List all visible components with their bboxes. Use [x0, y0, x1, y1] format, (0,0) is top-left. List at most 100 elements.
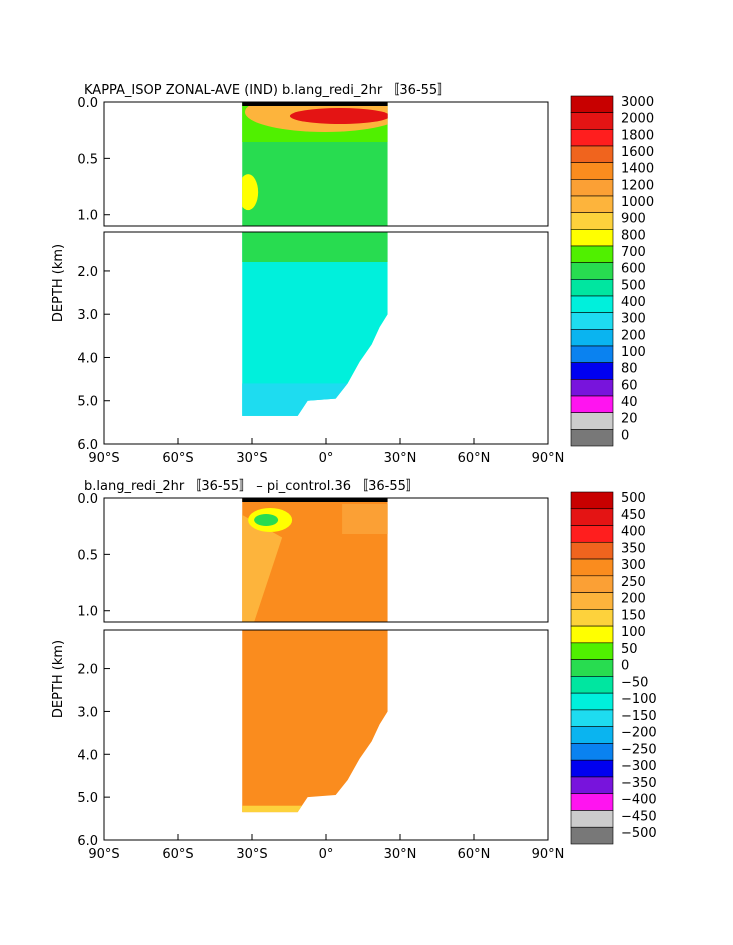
y-tick-label: 0.5	[77, 152, 98, 167]
colorbar-label: −500	[621, 826, 657, 841]
colorbar-swatch	[570, 609, 614, 627]
colorbar-swatch	[570, 592, 614, 610]
colorbar-label: −150	[621, 709, 657, 724]
x-tick-label: 90°N	[532, 451, 565, 466]
x-tick-label: 60°S	[162, 847, 193, 862]
colorbar-swatch	[570, 212, 614, 230]
colorbar-label: −400	[621, 793, 657, 808]
colorbar-label: 1200	[621, 178, 654, 193]
colorbar-label: −250	[621, 742, 657, 757]
y-axis-label: DEPTH (km)	[51, 640, 66, 718]
field-fill-150	[242, 805, 388, 813]
upper-panel-frame	[103, 497, 549, 623]
colorbar-label: 0	[621, 428, 629, 443]
colorbar-label: 1600	[621, 145, 654, 160]
chart-difference: b.lang_redi_2hr 〚36-55〛 – pi_control.36 …	[51, 479, 657, 862]
x-tick-label: 60°N	[458, 847, 491, 862]
colorbar-label: −300	[621, 759, 657, 774]
colorbar-swatch	[570, 345, 614, 363]
colorbar-label: 20	[621, 412, 638, 427]
colorbar-label: 200	[621, 592, 646, 607]
colorbar-label: 1400	[621, 162, 654, 177]
y-tick-label: 1.0	[77, 209, 98, 224]
colorbar-label: 300	[621, 312, 646, 327]
data-field	[242, 102, 388, 416]
colorbar-swatch	[570, 776, 614, 795]
x-tick-label: 90°S	[88, 847, 119, 862]
y-tick-label: 0.0	[77, 96, 98, 111]
colorbar-swatch	[570, 692, 614, 711]
colorbar-swatch	[570, 129, 614, 147]
chart-kappa-isop: KAPPA_ISOP ZONAL-AVE (IND) b.lang_redi_2…	[51, 83, 654, 466]
y-tick-label: 1.0	[77, 605, 98, 620]
colorbar-label: 500	[621, 491, 646, 506]
colorbar-label: 300	[621, 558, 646, 573]
colorbar-swatch	[570, 295, 614, 313]
colorbar-swatch	[570, 145, 614, 163]
colorbar-swatch	[570, 162, 614, 180]
colorbar-swatch	[570, 379, 614, 397]
colorbar-label: 350	[621, 541, 646, 556]
colorbar-label: 250	[621, 575, 646, 590]
colorbar-swatch	[570, 312, 614, 330]
colorbar-label: 40	[621, 395, 638, 410]
colorbar-label: 900	[621, 212, 646, 227]
colorbar-swatch	[570, 491, 614, 510]
colorbar-label: 200	[621, 328, 646, 343]
colorbar-label: 700	[621, 245, 646, 260]
y-tick-label: 3.0	[77, 308, 98, 323]
colorbar-label: 100	[621, 345, 646, 360]
colorbar-label: 800	[621, 228, 646, 243]
field-fill-200	[242, 514, 283, 622]
colorbar-label: 50	[621, 642, 638, 657]
colorbar-swatch	[570, 575, 614, 593]
colorbar-swatch	[570, 329, 614, 347]
colorbar-label: 100	[621, 625, 646, 640]
colorbar-swatch	[570, 625, 614, 644]
colorbar-label: −100	[621, 692, 657, 707]
colorbar-label: 2000	[621, 112, 654, 127]
field-fill-800	[242, 174, 259, 211]
data-field	[242, 498, 388, 813]
x-tick-label: 30°N	[384, 451, 417, 466]
colorbar-label: 600	[621, 262, 646, 277]
colorbar-swatch	[570, 709, 614, 727]
field-fill-0	[254, 514, 279, 526]
colorbar-swatch	[570, 279, 614, 297]
chart-title: b.lang_redi_2hr 〚36-55〛 – pi_control.36 …	[84, 479, 419, 494]
colorbar-swatch	[570, 508, 614, 526]
colorbar-swatch	[570, 195, 614, 213]
colorbar-swatch	[570, 810, 614, 828]
colorbar-swatch	[570, 759, 614, 778]
colorbar-label: −350	[621, 776, 657, 791]
colorbar-label: −200	[621, 726, 657, 741]
surface-contours	[242, 498, 388, 502]
y-tick-label: 0.0	[77, 492, 98, 507]
field-fill-300	[242, 383, 388, 416]
colorbar-swatch	[570, 395, 614, 413]
colorbar-label: 400	[621, 525, 646, 540]
colorbar-swatch	[570, 793, 614, 811]
colorbar-label: 150	[621, 608, 646, 623]
colorbar-label: 0	[621, 659, 629, 674]
colorbar-swatch	[570, 95, 614, 113]
colorbar-swatch	[570, 179, 614, 197]
y-tick-label: 4.0	[77, 748, 98, 763]
chart-title: KAPPA_ISOP ZONAL-AVE (IND) b.lang_redi_2…	[84, 83, 450, 98]
colorbar-swatch	[570, 525, 614, 543]
colorbar-swatch	[570, 429, 614, 447]
y-tick-label: 3.0	[77, 705, 98, 720]
colorbar-label: 1800	[621, 128, 654, 143]
colorbar-swatch	[570, 642, 614, 660]
x-tick-label: 60°N	[458, 451, 491, 466]
colorbar-label: 80	[621, 362, 638, 377]
x-tick-label: 90°N	[532, 847, 565, 862]
colorbar-swatch	[570, 262, 614, 280]
x-tick-label: 30°S	[236, 847, 267, 862]
surface-contours	[242, 102, 388, 106]
upper-panel-frame	[103, 101, 549, 227]
y-axis-label: DEPTH (km)	[51, 244, 66, 322]
x-tick-label: 90°S	[88, 451, 119, 466]
y-tick-label: 5.0	[77, 791, 98, 806]
